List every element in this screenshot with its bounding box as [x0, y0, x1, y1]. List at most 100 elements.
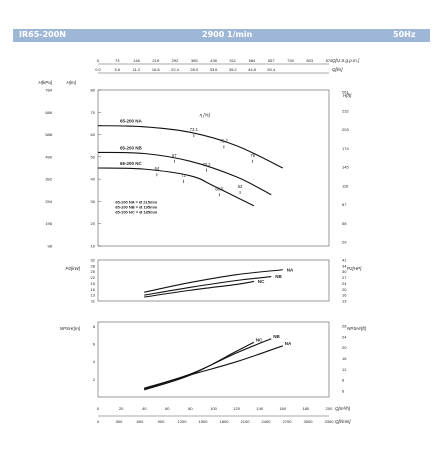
impeller-legend-text: 65-200 NA = Ø 215mm	[115, 200, 157, 205]
bottom-axis-m3h-tick-label: 0	[97, 406, 100, 411]
chart-header-bar: IR65-200N 2900 1/min 50Hz	[13, 29, 430, 42]
power-axis-kw-tick-label: 25	[91, 269, 96, 274]
power-axis-kw-tick-label: 28	[91, 263, 96, 268]
bottom-axis-m3h-tick-label: 120	[233, 406, 240, 411]
bottom-axis-lmin-tick-label: 2100	[241, 419, 251, 424]
efficiency-value-label: 67	[172, 153, 177, 158]
top-axis-1-tick-label: 16.8	[152, 67, 161, 72]
bottom-axis-m3h-tick-label: 180	[303, 406, 310, 411]
power-plot-frame	[97, 259, 330, 302]
power-axis-kw-tick-label: 11	[91, 299, 96, 304]
head-axis-ft-tick-label: 261	[342, 90, 349, 95]
npsh-axis-ft-tick-label: 6	[342, 389, 345, 394]
head-series-label: 65-200 NB	[120, 145, 143, 150]
npsh-axis-ft-tick-label: 20	[342, 345, 347, 350]
top-axis-1-tick-label: 11.2	[133, 67, 141, 72]
top-axis-1-tick-label: 50.4	[267, 67, 276, 72]
bottom-axis-lmin-tick-label: 600	[137, 419, 144, 424]
head-axis-ft-tick-label: 145	[342, 165, 349, 170]
power-series-label: NB	[275, 274, 282, 279]
top-axis-1-tick-label: 39.2	[229, 67, 238, 72]
top-axis-0-tick-label: 0	[97, 58, 100, 63]
model-label: IR65-200N	[19, 30, 66, 39]
top-axis-1-tick-label: 0.0	[95, 67, 101, 72]
npsh-axis-m-tick-label: 4	[93, 359, 96, 364]
npsh-series-line	[144, 345, 283, 390]
top-axis-0-title: Q[U.S.g.p.m.]	[332, 58, 360, 63]
top-axis-1-tick-label: 33.6	[210, 67, 219, 72]
bottom-axis-m3h-tick-label: 140	[256, 406, 263, 411]
head-axis-m-tick-label: 80	[91, 88, 96, 93]
npsh-axis-m-title: NPSHr[m]	[60, 326, 81, 331]
power-axis-hp-tick-label: 41	[342, 258, 347, 263]
bottom-axis-m3h-tick-label: 100	[210, 406, 217, 411]
top-axis-1-title: Q[l/s]	[332, 67, 343, 72]
bottom-axis-lmin-title: Q[l/min]	[335, 419, 351, 424]
npsh-series-line	[144, 338, 272, 389]
power-axis-kw-tick-label: 19	[91, 281, 96, 286]
bottom-axis-lmin-tick-label: 900	[158, 419, 165, 424]
top-axis-0-tick-label: 438	[210, 58, 217, 63]
power-series-label: NC	[258, 279, 265, 284]
power-axis-kw-tick-label: 32	[91, 258, 96, 263]
head-axis-m-tick-label: 10	[91, 244, 96, 249]
power-axis-hp-tick-label: 20	[342, 287, 347, 292]
power-axis-hp-title: P2[HP]	[347, 266, 362, 271]
head-axis-kpa-tick-label: 588	[45, 132, 52, 137]
efficiency-axis-title: η [%]	[200, 113, 211, 118]
bottom-axis-m3h-tick-label: 40	[142, 406, 147, 411]
head-axis-kpa-tick-label: 196	[45, 221, 52, 226]
power-axis-kw-title: P2[kW]	[65, 266, 80, 271]
efficiency-value-label: 75	[250, 153, 255, 158]
power-series-line	[144, 280, 255, 298]
top-axis-0-tick-label: 219	[152, 58, 159, 63]
bottom-axis-m3h-title: Q[m³/h]	[335, 406, 351, 411]
bottom-axis-m3h-tick-label: 20	[119, 406, 124, 411]
npsh-axis-ft-title: NPSHr[ft]	[347, 326, 367, 331]
head-axis-m-tick-label: 50	[91, 154, 96, 159]
top-axis-1-tick-label: 44.8	[248, 67, 257, 72]
head-series-line	[97, 125, 284, 169]
head-axis-m-title: H[m]	[67, 80, 77, 85]
npsh-axis-m-tick-label: 6	[93, 342, 96, 347]
bottom-axis-lmin-tick-label: 300	[116, 419, 123, 424]
head-series-line	[97, 167, 255, 207]
power-series-label: NA	[287, 267, 294, 272]
efficiency-value-label: 70.2	[202, 162, 211, 167]
bottom-axis-lmin-tick-label: 1800	[220, 419, 230, 424]
frequency-label: 50Hz	[393, 30, 416, 39]
npsh-axis-m-tick-label: 2	[93, 377, 96, 382]
bottom-axis-lmin-tick-label: 3000	[304, 419, 314, 424]
efficiency-value-label: 68.5	[215, 186, 224, 191]
power-axis-hp-tick-label: 13	[342, 299, 347, 304]
head-axis-ft-tick-label: 174	[342, 146, 349, 151]
top-axis-0-tick-label: 511	[230, 58, 237, 63]
power-axis-hp-tick-label: 34	[342, 263, 347, 268]
bottom-axis-lmin-tick-label: 1200	[178, 419, 188, 424]
power-axis-hp-tick-label: 24	[342, 281, 347, 286]
top-axis-0-tick-label: 73	[115, 58, 120, 63]
npsh-plot-frame	[97, 321, 330, 398]
head-axis-ft-tick-label: 29	[342, 240, 347, 245]
top-axis-0-tick-label: 730	[287, 58, 294, 63]
top-axis-0-tick-label: 584	[249, 58, 256, 63]
npsh-axis-ft-tick-label: 28	[342, 324, 347, 329]
head-axis-ft-tick-label: 87	[342, 202, 347, 207]
power-axis-kw-tick-label: 22	[91, 275, 96, 280]
power-series-line	[144, 269, 283, 293]
head-axis-ft-title: H[ft]	[343, 93, 352, 98]
top-axis-0-tick-label: 292	[172, 58, 179, 63]
power-axis-kw-tick-label: 13	[91, 293, 96, 298]
efficiency-value-label: 73.1	[190, 127, 199, 132]
head-axis-m-tick-label: 70	[91, 110, 96, 115]
head-axis-m-tick-label: 20	[91, 221, 96, 226]
head-axis-ft-tick-label: 203	[342, 127, 349, 132]
npsh-series-label: NB	[273, 334, 280, 339]
power-axis-hp-tick-label: 30	[342, 269, 347, 274]
speed-label: 2900 1/min	[202, 30, 253, 39]
npsh-axis-ft-tick-label: 24	[342, 334, 347, 339]
efficiency-value-label: 64	[155, 166, 160, 171]
top-axis-1-tick-label: 22.4	[171, 67, 180, 72]
bottom-axis-lmin-tick-label: 2700	[283, 419, 293, 424]
head-axis-m-tick-label: 40	[91, 177, 96, 182]
